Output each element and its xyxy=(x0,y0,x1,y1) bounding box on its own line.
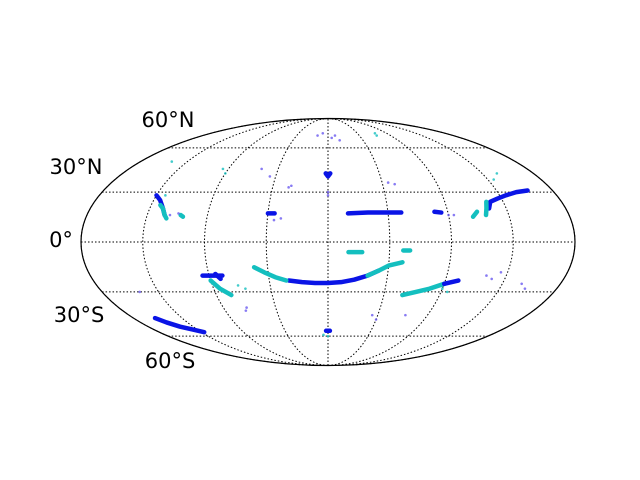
data-dot xyxy=(236,284,240,287)
data-dot xyxy=(272,218,276,222)
data-dot xyxy=(224,172,227,175)
data-dot xyxy=(177,212,180,215)
data-dot xyxy=(445,290,449,294)
track xyxy=(441,278,461,287)
data-dot xyxy=(244,287,247,290)
data-dot xyxy=(326,194,330,197)
data-dot xyxy=(322,333,325,337)
track xyxy=(323,171,333,179)
data-dot xyxy=(485,274,488,277)
data-dot xyxy=(330,136,333,140)
data-dot xyxy=(338,138,341,142)
data-dot xyxy=(373,132,377,135)
data-dot xyxy=(221,167,225,171)
data-dot xyxy=(452,213,456,217)
data-dots xyxy=(138,132,527,338)
data-dot xyxy=(245,306,248,309)
data-dot xyxy=(447,213,450,217)
data-dot xyxy=(495,172,499,175)
meridian-line xyxy=(327,118,453,366)
track xyxy=(286,268,381,286)
data-dot xyxy=(138,290,142,294)
data-dot xyxy=(287,186,290,189)
data-dot xyxy=(164,194,167,197)
track xyxy=(432,209,444,215)
data-dot xyxy=(290,184,293,188)
data-dot xyxy=(168,213,172,217)
data-dot xyxy=(326,190,330,194)
meridian-line xyxy=(265,118,329,366)
data-dot xyxy=(260,167,263,171)
track xyxy=(470,209,480,219)
track xyxy=(365,260,405,278)
map-outline xyxy=(80,117,576,367)
track xyxy=(400,281,447,298)
lat-label-30s: 30°S xyxy=(54,303,105,327)
graticule xyxy=(80,118,576,366)
track xyxy=(178,212,186,219)
data-dot xyxy=(333,134,337,137)
data-dot xyxy=(520,282,523,286)
data-dot xyxy=(393,182,396,186)
data-dot xyxy=(492,178,495,181)
data-dot xyxy=(170,160,174,163)
meridian-line xyxy=(327,118,514,366)
data-dot xyxy=(523,287,527,290)
data-dot xyxy=(326,334,330,338)
data-dot xyxy=(490,277,493,281)
data-dot xyxy=(375,134,379,137)
data-dot xyxy=(279,217,283,220)
data-dot xyxy=(370,313,374,317)
track xyxy=(152,315,207,335)
data-dot xyxy=(441,287,444,290)
data-dot xyxy=(404,313,407,317)
track xyxy=(158,202,169,221)
track xyxy=(251,265,289,283)
data-dot xyxy=(499,270,503,274)
data-dot xyxy=(321,132,325,135)
data-dot xyxy=(268,175,272,178)
lat-label-60s: 60°S xyxy=(145,349,196,373)
lat-label-60n: 60°N xyxy=(142,108,195,132)
lat-label-30n: 30°N xyxy=(50,155,103,179)
track xyxy=(208,278,234,298)
track xyxy=(486,188,530,211)
data-dot xyxy=(244,309,248,312)
data-dot xyxy=(374,318,378,321)
data-dot xyxy=(316,134,319,137)
track xyxy=(345,210,404,216)
data-tracks xyxy=(152,171,530,335)
data-dot xyxy=(386,181,390,184)
lat-label-0: 0° xyxy=(49,228,73,252)
